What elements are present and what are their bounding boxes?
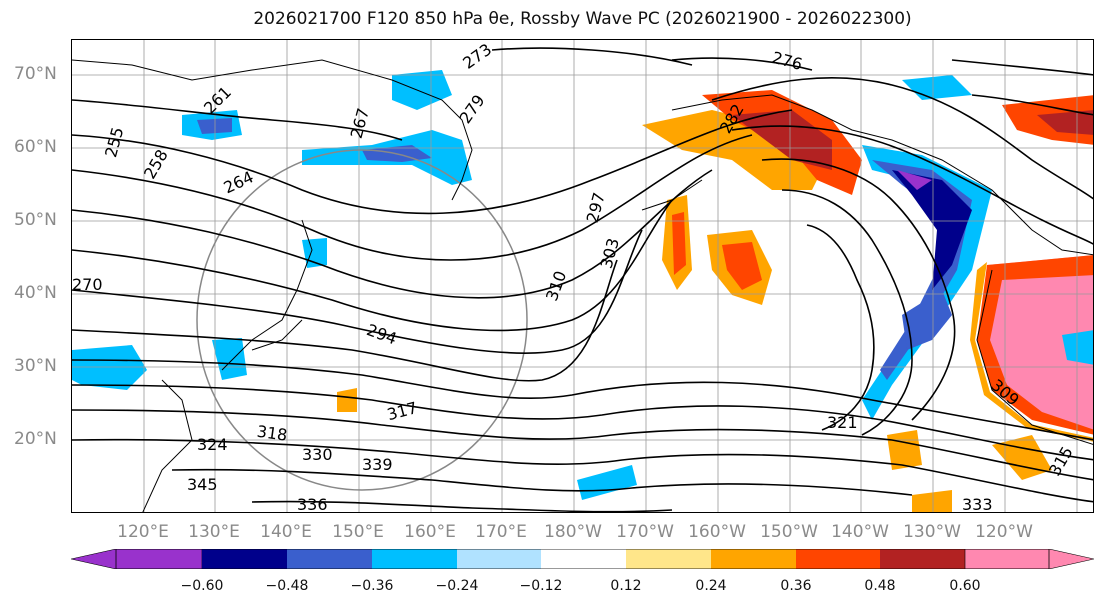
contour-label-345: 345 — [187, 475, 218, 494]
contour-label-273: 273 — [459, 40, 495, 73]
lat-label-30n: 30°N — [14, 356, 57, 376]
contour-label-310: 310 — [542, 268, 570, 303]
reference-circle — [196, 149, 528, 491]
lon-label-130e: 130°E — [188, 522, 240, 542]
shading-layer — [72, 70, 1093, 512]
colorbar-seg-5 — [541, 549, 626, 569]
contour-label-339: 339 — [362, 455, 393, 474]
colorbar-tick-m012: −0.12 — [519, 578, 563, 594]
lat-label-50n: 50°N — [14, 210, 57, 230]
map-panel: 255 258 261 264 267 270 273 276 279 282 … — [71, 39, 1094, 513]
lon-label-160e: 160°E — [404, 522, 456, 542]
map-canvas: 255 258 261 264 267 270 273 276 279 282 … — [72, 40, 1093, 513]
contour-label-333: 333 — [962, 495, 993, 513]
lon-label-150w: 150°W — [760, 522, 818, 542]
contour-label-297: 297 — [583, 190, 609, 224]
graticule — [72, 40, 1093, 512]
colorbar-tick-m024: −0.24 — [435, 578, 479, 594]
colorbar-seg-9 — [880, 549, 965, 569]
contour-label-330: 330 — [302, 445, 333, 464]
colorbar-seg-1 — [202, 549, 287, 569]
colorbar — [71, 549, 1094, 569]
colorbar-tick-p012: 0.12 — [610, 578, 642, 594]
colorbar-seg-3 — [372, 549, 457, 569]
contour-label-267: 267 — [347, 106, 373, 140]
contour-label-276: 276 — [770, 48, 804, 74]
lon-label-180w: 180°W — [544, 522, 602, 542]
colorbar-seg-6 — [626, 549, 711, 569]
lon-label-130w: 130°W — [903, 522, 961, 542]
lon-label-160w: 160°W — [688, 522, 746, 542]
colorbar-seg-10 — [964, 549, 1094, 569]
colorbar-tick-m048: −0.48 — [265, 578, 309, 594]
lat-label-40n: 40°N — [14, 283, 57, 303]
colorbar-tick-p024: 0.24 — [695, 578, 727, 594]
theta-e-contours — [72, 47, 1093, 512]
coastlines — [72, 59, 1093, 512]
contour-label-321: 321 — [827, 413, 858, 432]
contour-label-258: 258 — [140, 146, 172, 182]
lon-label-170e: 170°E — [475, 522, 527, 542]
colorbar-tick-p060: 0.60 — [949, 578, 981, 594]
lat-label-60n: 60°N — [14, 137, 57, 157]
contour-label-315: 315 — [1045, 443, 1077, 479]
lat-label-20n: 20°N — [14, 429, 57, 449]
contour-label-318: 318 — [256, 422, 289, 445]
colorbar-seg-0 — [71, 549, 203, 569]
contour-label-279: 279 — [456, 91, 489, 127]
contour-label-336: 336 — [297, 495, 328, 513]
colorbar-seg-2 — [287, 549, 372, 569]
contour-label-317: 317 — [385, 398, 419, 424]
contour-label-270: 270 — [72, 275, 103, 294]
positive-anomaly-red-ring — [977, 255, 1093, 435]
lon-label-140w: 140°W — [831, 522, 889, 542]
positive-anomaly-pink — [982, 255, 1093, 430]
colorbar-tick-p036: 0.36 — [780, 578, 812, 594]
colorbar-seg-4 — [457, 549, 541, 569]
contour-label-264: 264 — [221, 167, 257, 197]
contour-label-255: 255 — [101, 125, 127, 159]
colorbar-tick-m060: −0.60 — [180, 578, 224, 594]
lon-label-170w: 170°W — [616, 522, 674, 542]
colorbar-tick-m036: −0.36 — [350, 578, 394, 594]
lat-label-70n: 70°N — [14, 64, 57, 84]
contour-label-324: 324 — [197, 435, 228, 454]
positive-anomaly-orange-ring — [970, 262, 1093, 442]
lon-label-140e: 140°E — [260, 522, 312, 542]
lon-label-120e: 120°E — [117, 522, 169, 542]
colorbar-seg-8 — [796, 549, 880, 569]
map-title: 2026021700 F120 850 hPa θe, Rossby Wave … — [253, 9, 912, 29]
contour-label-303: 303 — [597, 236, 623, 270]
colorbar-seg-7 — [711, 549, 796, 569]
lon-label-150e: 150°E — [332, 522, 384, 542]
colorbar-tick-p048: 0.48 — [864, 578, 896, 594]
contour-label-294: 294 — [364, 320, 399, 348]
lon-label-120w: 120°W — [975, 522, 1033, 542]
